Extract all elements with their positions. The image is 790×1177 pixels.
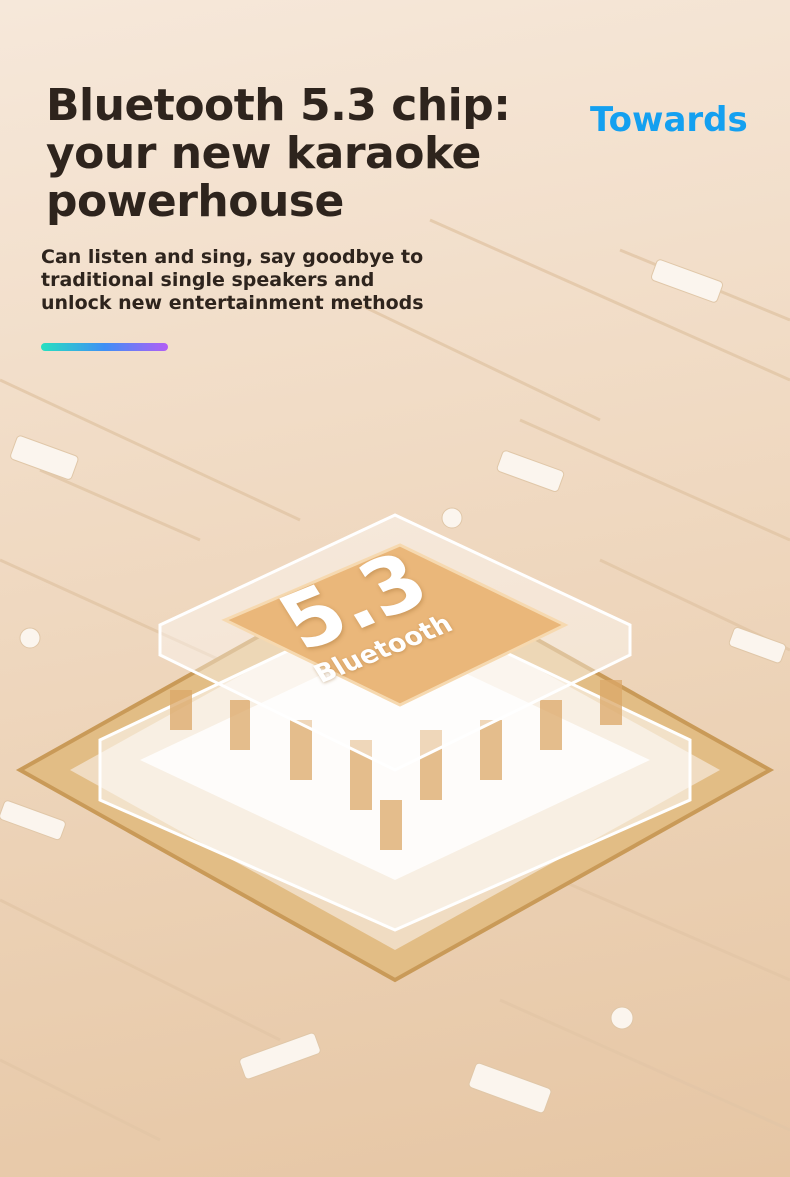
headline-line: powerhouse	[46, 176, 344, 227]
brand-tag: Towards	[590, 100, 748, 140]
subtitle: Can listen and sing, say goodbye to trad…	[41, 246, 441, 315]
chip-top-block	[221, 543, 569, 707]
headline-line: your new karaoke	[46, 128, 481, 179]
accent-gradient-bar	[41, 343, 168, 351]
subtitle-line: unlock new entertainment methods	[41, 292, 424, 314]
headline: Bluetooth 5.3 chip: your new karaoke pow…	[46, 80, 511, 227]
subtitle-line: traditional single speakers and	[41, 269, 375, 291]
headline-line: Bluetooth 5.3 chip:	[46, 80, 511, 131]
subtitle-line: Can listen and sing, say goodbye to	[41, 246, 424, 268]
